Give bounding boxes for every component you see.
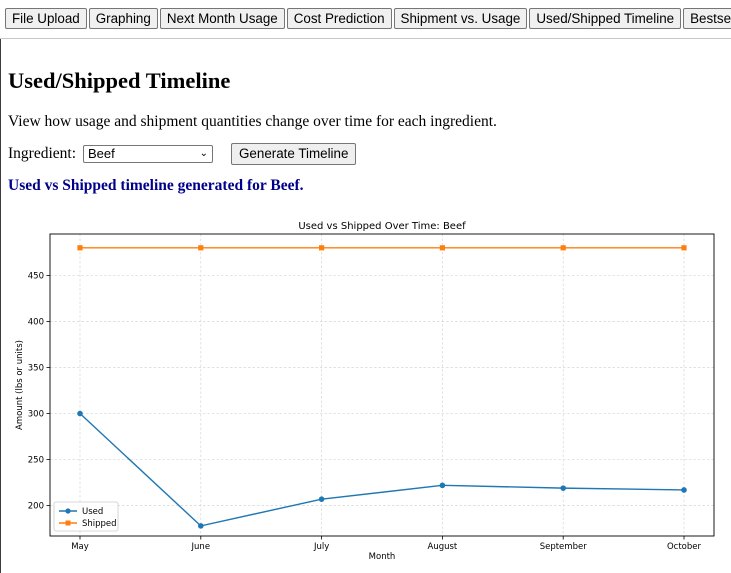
ingredient-selected-value: Beef [88,146,115,161]
tab-next-month-usage[interactable]: Next Month Usage [159,8,285,29]
used-data-point [198,523,204,529]
y-axis-label: Amount (lbs or units) [15,340,25,430]
shipped-data-point [681,245,687,251]
legend-shipped-marker [65,520,71,526]
x-tick-label: October [667,542,702,552]
chevron-down-icon: ⌄ [199,148,209,159]
y-tick-label: 400 [28,317,44,327]
shipped-data-point [439,245,445,251]
status-message: Used vs Shipped timeline generated for B… [8,177,304,194]
x-axis-label: Month [369,552,396,562]
chart-axes: May June July August September October 200 250 3… [28,233,715,552]
page-description: View how usage and shipment quantities c… [8,113,497,130]
x-tick-label: June [191,542,211,552]
shipped-data-point [319,245,325,251]
chart-grid [50,234,714,536]
tab-list: File Upload Graphing Next Month Usage Co… [5,8,731,29]
x-tick-label: May [71,542,89,552]
y-tick-label: 450 [28,271,44,281]
timeline-controls: Ingredient: Beef ⌄ Generate Timeline [8,143,357,165]
shipped-data-point [198,245,204,251]
y-tick-label: 350 [28,364,44,374]
y-tick-label: 250 [28,456,44,466]
used-data-point [318,496,325,502]
x-tick-label: August [428,542,458,552]
tab-cost-prediction[interactable]: Cost Prediction [286,8,392,29]
shipped-data-point [560,245,566,251]
tab-shipment-vs-usage[interactable]: Shipment vs. Usage [393,8,528,29]
used-data-point [681,487,687,493]
plot-frame [49,233,715,537]
ingredient-label: Ingredient: [8,145,77,162]
legend-shipped-label: Shipped [82,519,117,529]
legend-used-marker [65,508,71,514]
chart-series [77,245,687,529]
page-left-border [0,38,1,573]
y-tick-label: 200 [28,502,44,512]
legend-used-label: Used [82,507,103,517]
tab-graphing[interactable]: Graphing [88,8,158,29]
ingredient-select[interactable]: Beef ⌄ [83,145,214,163]
tab-file-upload[interactable]: File Upload [5,8,87,29]
used-series-line [79,413,685,527]
generate-timeline-button[interactable]: Generate Timeline [231,143,357,165]
chart-legend: Used Shipped [53,501,119,532]
used-data-point [77,410,83,417]
x-tick-label: September [540,542,587,552]
y-tick-label: 300 [28,410,44,420]
tab-used-shipped-timeline[interactable]: Used/Shipped Timeline [529,8,682,29]
chart-title: Used vs Shipped Over Time: Beef [298,221,466,232]
tab-bestsellers[interactable]: Bestsellers [683,8,731,29]
used-data-point [560,485,566,491]
x-tick-label: July [313,542,329,552]
used-data-point [439,482,446,489]
tab-bar: File Upload Graphing Next Month Usage Co… [0,0,731,39]
shipped-data-point [77,245,83,251]
used-vs-shipped-chart: Used vs Shipped Over Time: Beef May June J… [15,221,715,562]
page-title: Used/Shipped Timeline [8,68,231,93]
